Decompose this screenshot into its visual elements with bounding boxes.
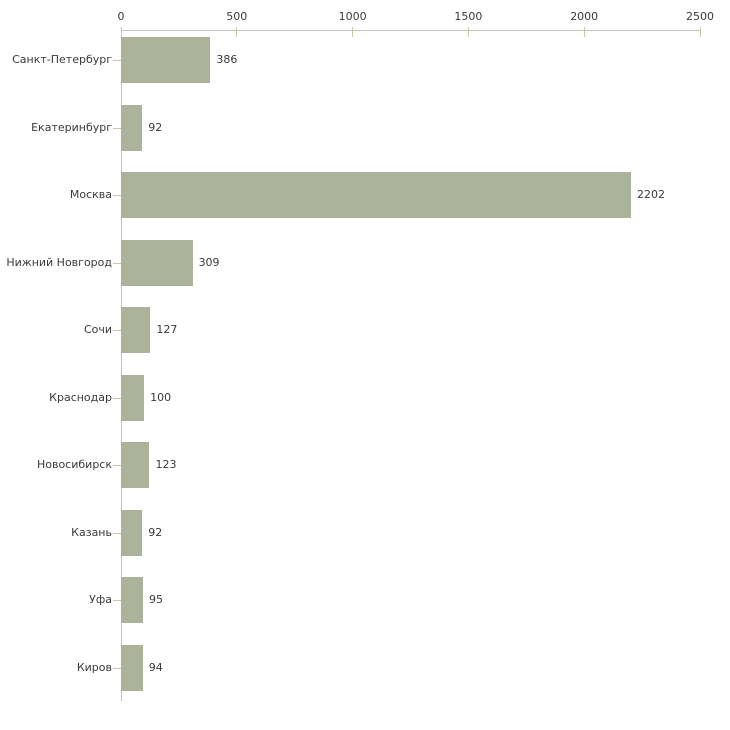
category-label: Краснодар	[49, 390, 112, 404]
y-axis-tick	[113, 667, 121, 669]
bar	[121, 442, 150, 488]
bar	[121, 577, 143, 623]
category-label: Уфа	[89, 593, 112, 606]
value-label: 386	[216, 53, 238, 66]
bar	[121, 172, 631, 218]
value-label: 309	[198, 255, 220, 269]
value-label: 123	[155, 458, 177, 471]
value-label: 95	[149, 593, 163, 606]
value-label: 92	[148, 120, 163, 134]
bar	[121, 307, 151, 353]
y-axis-tick	[113, 465, 121, 466]
bar	[121, 104, 143, 151]
x-axis-tick	[583, 27, 585, 37]
value-label: 100	[150, 390, 172, 404]
category-label: Нижний Новгород	[6, 255, 112, 269]
x-axis-tick	[699, 27, 701, 37]
bar	[121, 239, 193, 286]
x-axis-tick	[467, 27, 469, 37]
y-axis-tick	[113, 330, 121, 331]
value-label: 94	[148, 660, 163, 674]
x-axis-tick	[352, 27, 354, 37]
category-label: Москва	[69, 188, 112, 201]
bar	[121, 37, 211, 83]
x-axis-tick-label: 2500	[686, 10, 714, 23]
value-label: 127	[156, 323, 178, 336]
y-axis-tick	[113, 262, 121, 264]
x-axis-tick-label: 1000	[338, 10, 367, 23]
y-axis-tick	[113, 195, 121, 196]
y-axis-tick	[113, 127, 121, 129]
x-axis-tick	[120, 27, 122, 37]
y-axis-tick	[113, 532, 121, 534]
value-label: 92	[148, 525, 163, 539]
y-axis-tick	[113, 60, 121, 61]
x-axis-tick-label: 500	[226, 10, 248, 23]
value-label: 2202	[636, 188, 665, 201]
x-axis-tick-label: 2000	[570, 10, 599, 23]
x-axis-tick-label: 0	[117, 10, 125, 23]
y-axis-line	[121, 30, 122, 701]
x-axis-tick	[236, 27, 238, 37]
bar	[121, 374, 145, 421]
y-axis-tick	[113, 600, 121, 601]
category-label: Санкт-Петербург	[12, 53, 112, 66]
y-axis-tick	[113, 397, 121, 399]
category-label: Сочи	[83, 323, 112, 336]
category-label: Казань	[71, 525, 112, 539]
bar	[121, 509, 143, 556]
bar	[121, 644, 143, 691]
category-label: Екатеринбург	[31, 120, 112, 134]
x-axis-tick-label: 1500	[454, 10, 483, 23]
category-label: Киров	[76, 660, 112, 674]
category-label: Новосибирск	[36, 458, 112, 471]
x-axis-line	[121, 30, 701, 31]
